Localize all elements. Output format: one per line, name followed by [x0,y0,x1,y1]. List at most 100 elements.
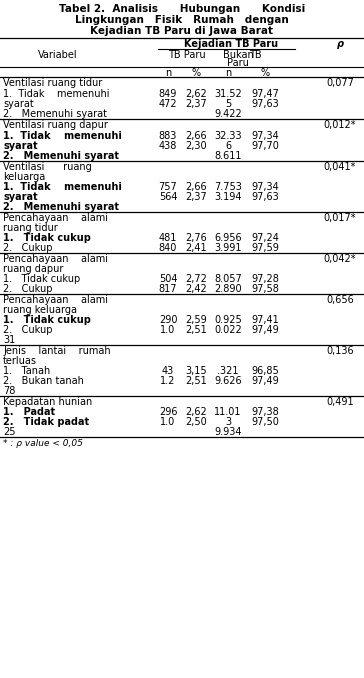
Text: 840: 840 [159,243,177,253]
Text: 97,24: 97,24 [251,233,279,243]
Text: Variabel: Variabel [38,50,78,60]
Text: 97,49: 97,49 [251,325,279,335]
Text: Bukan: Bukan [223,50,253,60]
Text: 1.  Tidak    memenuhi: 1. Tidak memenuhi [3,182,122,192]
Text: 2,37: 2,37 [185,99,207,109]
Text: 564: 564 [159,192,177,202]
Text: Tabel 2.  Analisis      Hubungan      Kondisi: Tabel 2. Analisis Hubungan Kondisi [59,4,305,14]
Text: 2.890: 2.890 [214,284,242,294]
Text: 2.   Cukup: 2. Cukup [3,325,52,335]
Text: Kejadian TB Paru di Jawa Barat: Kejadian TB Paru di Jawa Barat [91,26,273,36]
Text: 1.0: 1.0 [161,417,175,427]
Text: 2,66: 2,66 [185,182,207,192]
Text: 2.   Bukan tanah: 2. Bukan tanah [3,376,84,386]
Text: 2.   Memenuhi syarat: 2. Memenuhi syarat [3,109,107,119]
Text: 2,51: 2,51 [185,325,207,335]
Text: 0,491: 0,491 [326,397,354,407]
Text: 32.33: 32.33 [214,131,242,141]
Text: 481: 481 [159,233,177,243]
Text: .321: .321 [217,366,239,376]
Text: 97,63: 97,63 [251,99,279,109]
Text: Lingkungan   Fisik   Rumah   dengan: Lingkungan Fisik Rumah dengan [75,15,289,25]
Text: 97,47: 97,47 [251,89,279,99]
Text: Ventilasi ruang tidur: Ventilasi ruang tidur [3,78,102,88]
Text: Ventilasi      ruang: Ventilasi ruang [3,162,92,172]
Text: 1.   Tidak cukup: 1. Tidak cukup [3,233,91,243]
Text: 2,30: 2,30 [185,141,207,151]
Text: TB: TB [249,50,261,60]
Text: 97,34: 97,34 [251,182,279,192]
Text: 6: 6 [225,141,231,151]
Text: 3.194: 3.194 [214,192,242,202]
Text: 296: 296 [159,407,177,417]
Text: 1.   Tidak cukup: 1. Tidak cukup [3,274,80,284]
Text: 1.   Tanah: 1. Tanah [3,366,50,376]
Text: 3: 3 [225,417,231,427]
Text: Pencahayaan    alami: Pencahayaan alami [3,254,108,264]
Text: keluarga: keluarga [3,172,45,182]
Text: 0,042*: 0,042* [324,254,356,264]
Text: 849: 849 [159,89,177,99]
Text: ρ: ρ [336,39,344,49]
Text: 25: 25 [3,427,16,437]
Text: 2.   Memenuhi syarat: 2. Memenuhi syarat [3,202,119,212]
Text: 0.925: 0.925 [214,315,242,325]
Text: Paru: Paru [227,58,249,68]
Text: 7.753: 7.753 [214,182,242,192]
Text: terluas: terluas [3,356,37,366]
Text: 3.991: 3.991 [214,243,242,253]
Text: 0,012*: 0,012* [324,120,356,130]
Text: Jenis    lantai    rumah: Jenis lantai rumah [3,346,111,356]
Text: syarat: syarat [3,141,37,151]
Text: 504: 504 [159,274,177,284]
Text: 97,63: 97,63 [251,192,279,202]
Text: 0,077: 0,077 [326,78,354,88]
Text: n: n [225,68,231,78]
Text: 2,41: 2,41 [185,243,207,253]
Text: 2,62: 2,62 [185,89,207,99]
Text: Pencahayaan    alami: Pencahayaan alami [3,295,108,305]
Text: Kejadian TB Paru: Kejadian TB Paru [185,39,278,49]
Text: 43: 43 [162,366,174,376]
Text: 97,38: 97,38 [251,407,279,417]
Text: 472: 472 [159,99,177,109]
Text: 8.611: 8.611 [214,151,242,161]
Text: 2,42: 2,42 [185,284,207,294]
Text: 883: 883 [159,131,177,141]
Text: 2,37: 2,37 [185,192,207,202]
Text: 9.934: 9.934 [214,427,242,437]
Text: 31.52: 31.52 [214,89,242,99]
Text: 97,50: 97,50 [251,417,279,427]
Text: syarat: syarat [3,99,34,109]
Text: 8.057: 8.057 [214,274,242,284]
Text: * : ρ value < 0,05: * : ρ value < 0,05 [3,439,83,448]
Text: 2,76: 2,76 [185,233,207,243]
Text: 2,62: 2,62 [185,407,207,417]
Text: 31: 31 [3,335,15,345]
Text: 6.956: 6.956 [214,233,242,243]
Text: 1.  Tidak    memenuhi: 1. Tidak memenuhi [3,131,122,141]
Text: 97,41: 97,41 [251,315,279,325]
Text: 5: 5 [225,99,231,109]
Text: %: % [260,68,270,78]
Text: %: % [191,68,201,78]
Text: 97,70: 97,70 [251,141,279,151]
Text: 1.   Padat: 1. Padat [3,407,55,417]
Text: 1.2: 1.2 [160,376,176,386]
Text: 1.  Tidak    memenuhi: 1. Tidak memenuhi [3,89,110,99]
Text: n: n [165,68,171,78]
Text: Pencahayaan    alami: Pencahayaan alami [3,213,108,223]
Text: ruang dapur: ruang dapur [3,264,63,274]
Text: 97,58: 97,58 [251,284,279,294]
Text: 817: 817 [159,284,177,294]
Text: 0.022: 0.022 [214,325,242,335]
Text: 97,28: 97,28 [251,274,279,284]
Text: 1.   Tidak cukup: 1. Tidak cukup [3,315,91,325]
Text: 2,50: 2,50 [185,417,207,427]
Text: 2,51: 2,51 [185,376,207,386]
Text: 2.   Cukup: 2. Cukup [3,284,52,294]
Text: ruang keluarga: ruang keluarga [3,305,77,315]
Text: 97,49: 97,49 [251,376,279,386]
Text: Kepadatan hunian: Kepadatan hunian [3,397,92,407]
Text: 2,66: 2,66 [185,131,207,141]
